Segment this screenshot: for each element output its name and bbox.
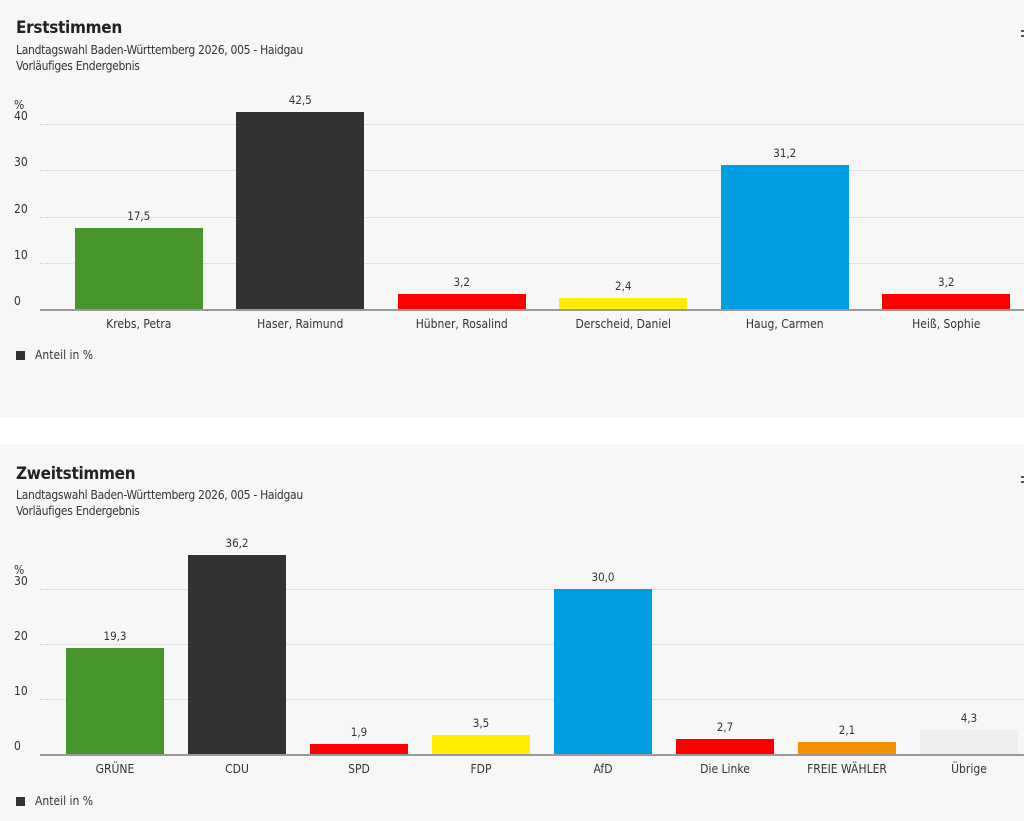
bar (432, 734, 530, 754)
y-tick-label: 10 (14, 247, 28, 262)
erststimmen-panel: Erststimmen Landtagswahl Baden-Württembe… (14, 18, 1024, 362)
value-label: 1,9 (350, 724, 368, 739)
gridline (40, 216, 1024, 218)
chart-title: Zweitstimmen (16, 464, 136, 484)
chart-subtitle: Landtagswahl Baden-Württemberg 2026, 005… (16, 488, 303, 502)
value-label: 2,1 (838, 723, 856, 738)
category-label: Die Linke (700, 762, 750, 776)
gridline (40, 589, 1024, 590)
gridline (40, 124, 1024, 125)
y-tick-label: 0 (14, 739, 21, 753)
value-label: 30,0 (591, 570, 615, 584)
chart-subtitle: Landtagswahl Baden-Württemberg 2026, 005… (16, 43, 303, 57)
legend-swatch (16, 796, 25, 806)
bar (798, 742, 896, 754)
y-tick-label: 40 (14, 109, 28, 123)
y-axis-unit: % (14, 563, 25, 577)
value-label: 17,5 (127, 209, 151, 224)
y-tick-label: 20 (14, 201, 28, 216)
category-label: FDP (470, 762, 492, 776)
zweitstimmen-chart: % 0 10 20 30 19,3 GRÜNE 36,2 CDU 1,9 SPD 3,5 FDP 30,0… (0, 444, 1024, 821)
bar (236, 112, 365, 309)
legend-swatch (16, 350, 25, 360)
legend: Anteil in % (16, 794, 93, 808)
bar (676, 739, 774, 754)
value-label: 36,2 (225, 535, 249, 550)
bar (554, 589, 652, 754)
erststimmen-chart: % 0 10 20 30 40 17,5 Krebs, Petra 42,5 Haser, Rai… (14, 93, 1024, 331)
bar (74, 228, 203, 309)
y-tick-label: 30 (14, 574, 28, 588)
chart-status: Vorläufiges Endergebnis (16, 59, 140, 73)
x-axis-baseline (40, 754, 1024, 756)
bar (188, 554, 286, 754)
zweitstimmen-panel: Zweitstimmen Landtagswahl Baden-Württemb… (0, 444, 1024, 821)
category-label: AfD (593, 762, 613, 776)
value-label: 31,2 (773, 145, 797, 160)
bar (397, 294, 526, 309)
bar (66, 647, 164, 754)
value-label: 42,5 (288, 93, 312, 108)
bar (920, 730, 1018, 754)
legend-label: Anteil in % (35, 794, 94, 808)
gridline (40, 170, 1024, 172)
value-label: 19,3 (103, 628, 127, 643)
category-label: Heiß, Sophie (912, 317, 981, 331)
gridline (40, 644, 1024, 645)
value-label: 2,7 (716, 720, 734, 735)
category-label: Haug, Carmen (745, 317, 824, 331)
gridline (40, 262, 1024, 264)
chart-status: Vorläufiges Endergebnis (16, 504, 140, 518)
bar (720, 164, 849, 309)
legend: Anteil in % (16, 348, 93, 362)
value-label: 4,3 (960, 711, 978, 726)
category-label: GRÜNE (95, 762, 135, 776)
category-label: Hübner, Rosalind (415, 317, 508, 331)
bar (882, 294, 1011, 309)
category-label: CDU (225, 762, 249, 776)
category-label: FREIE WÄHLER (807, 762, 887, 776)
category-label: Krebs, Petra (106, 317, 172, 331)
category-label: Übrige (951, 762, 987, 776)
value-label: 3,2 (453, 275, 470, 290)
menu-icon[interactable] (1021, 30, 1024, 40)
value-label: 3,2 (938, 275, 955, 290)
legend-label: Anteil in % (35, 348, 94, 362)
chart-title: Erststimmen (16, 18, 122, 38)
gridline (40, 699, 1024, 700)
y-tick-label: 0 (14, 294, 21, 308)
y-tick-label: 30 (14, 155, 28, 170)
y-axis-unit: % (14, 98, 25, 112)
y-tick-label: 10 (14, 684, 28, 698)
value-label: 2,4 (615, 278, 632, 293)
value-label: 3,5 (472, 715, 490, 730)
category-label: Haser, Raimund (257, 317, 344, 331)
category-label: SPD (348, 762, 370, 776)
bar (559, 297, 688, 309)
x-axis-baseline (40, 309, 1024, 311)
category-label: Derscheid, Daniel (575, 317, 672, 331)
bar (310, 743, 408, 754)
menu-icon[interactable] (1021, 476, 1024, 486)
y-tick-label: 20 (14, 629, 28, 643)
